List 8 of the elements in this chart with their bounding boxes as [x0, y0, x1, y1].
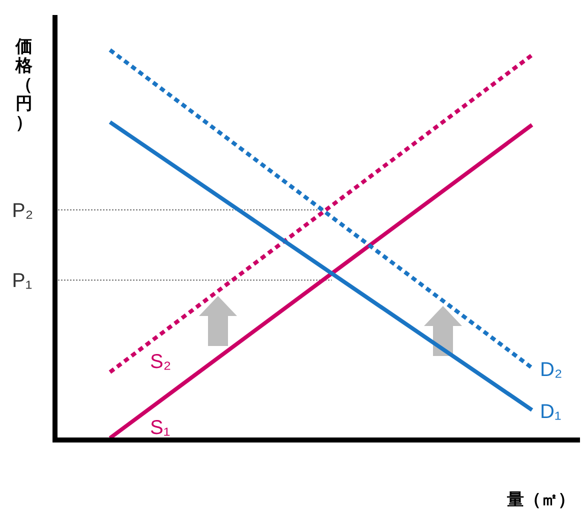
x-axis-title: 量（㎡） [506, 490, 575, 509]
y-axis-title: 価格（円） [14, 37, 34, 132]
series-label: S₂ [150, 351, 172, 374]
ref-line-label: P₁ [12, 270, 32, 292]
series-label: D₂ [540, 358, 562, 381]
series-label: S₁ [150, 417, 170, 440]
series-label: D₁ [540, 400, 562, 423]
ref-line-label: P₂ [12, 200, 34, 222]
